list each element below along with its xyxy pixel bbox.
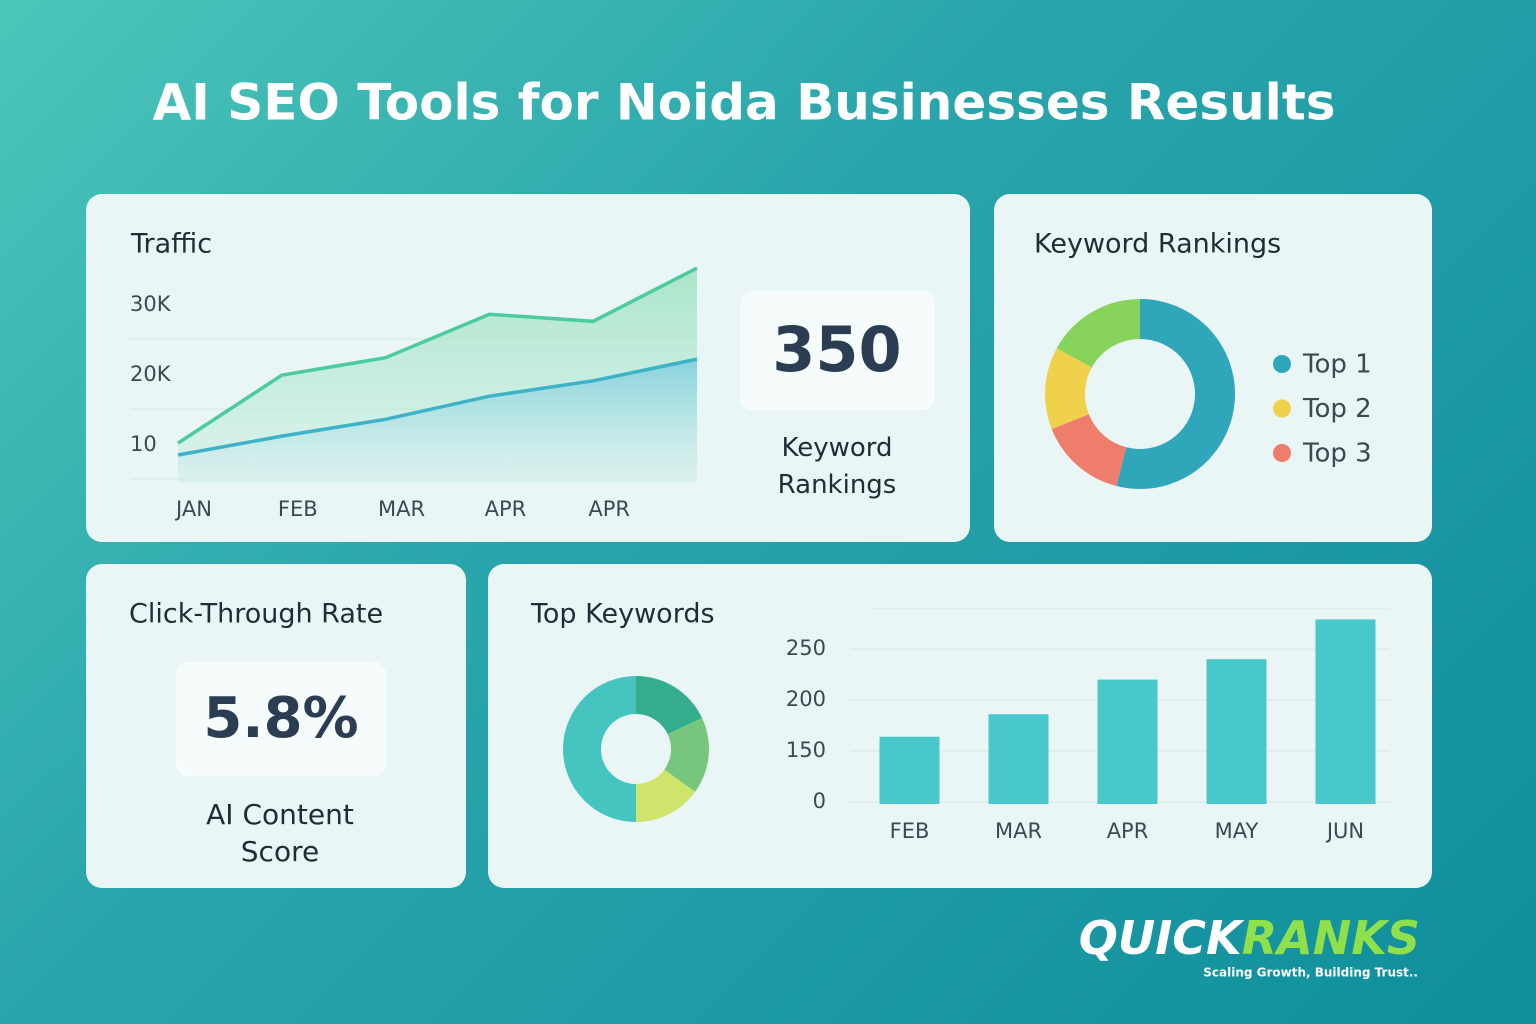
- bar: [1097, 679, 1158, 804]
- x-tick-label: FEB: [890, 819, 930, 843]
- card-title: Click-Through Rate: [129, 599, 383, 630]
- x-tick-label: MAR: [378, 497, 425, 521]
- legend-label: Top 2: [1302, 394, 1372, 424]
- keywords-card: [488, 564, 1432, 888]
- bar: [988, 714, 1049, 804]
- y-tick-label: 10: [130, 432, 157, 456]
- y-tick-label: 30K: [130, 292, 172, 316]
- x-tick-label: JAN: [174, 497, 212, 521]
- y-tick-label: 150: [786, 738, 826, 762]
- x-tick-label: APR: [485, 497, 527, 521]
- legend-label: Top 1: [1302, 350, 1372, 380]
- y-tick-label: 20K: [130, 362, 172, 386]
- donut-slice: [1116, 299, 1235, 490]
- card-title: Top Keywords: [530, 599, 715, 630]
- kpi-label: AI Content Score: [206, 798, 354, 868]
- card-title: Keyword Rankings: [1034, 229, 1281, 260]
- legend-swatch: [1273, 355, 1291, 373]
- card-title: Traffic: [130, 229, 212, 260]
- donut-slice: [636, 769, 696, 823]
- donut-slice: [636, 676, 703, 735]
- page-title: AI SEO Tools for Noida Businesses Result…: [153, 74, 1336, 132]
- bar: [1315, 619, 1376, 804]
- kpi-value: 5.8%: [203, 686, 358, 751]
- donut-slice: [1051, 414, 1127, 487]
- x-tick-label: APR: [588, 497, 630, 521]
- logo: QUICKRANKS: [1079, 911, 1420, 965]
- logo-slogan: Scaling Growth, Building Trust..: [1203, 966, 1418, 980]
- x-tick-label: APR: [1107, 819, 1149, 843]
- kpi-value: 350: [772, 313, 901, 386]
- legend-label: Top 3: [1302, 439, 1372, 469]
- y-tick-label: 250: [786, 636, 826, 660]
- x-tick-label: JUN: [1325, 819, 1364, 843]
- legend-swatch: [1273, 399, 1291, 418]
- donut-slice: [1045, 348, 1092, 429]
- logo-first: QUICK: [1079, 911, 1245, 965]
- legend-swatch: [1273, 444, 1291, 462]
- bar: [879, 736, 940, 804]
- line: [177, 266, 698, 445]
- bar: [1206, 659, 1267, 804]
- kpi-box: [740, 291, 935, 410]
- area: [178, 359, 697, 483]
- y-tick-label: 200: [786, 687, 826, 711]
- x-tick-label: MAR: [995, 819, 1042, 843]
- logo-second: RANKS: [1242, 911, 1420, 965]
- x-tick-label: MAY: [1215, 819, 1259, 843]
- y-tick-label: 0: [813, 789, 826, 813]
- x-tick-label: FEB: [278, 497, 318, 521]
- donut-slice: [1056, 299, 1140, 368]
- line: [177, 357, 698, 457]
- donut-slice: [563, 676, 636, 822]
- donut-slice: [664, 717, 709, 792]
- kpi-label: Keyword Rankings: [777, 433, 897, 500]
- kpi-box: [176, 662, 386, 776]
